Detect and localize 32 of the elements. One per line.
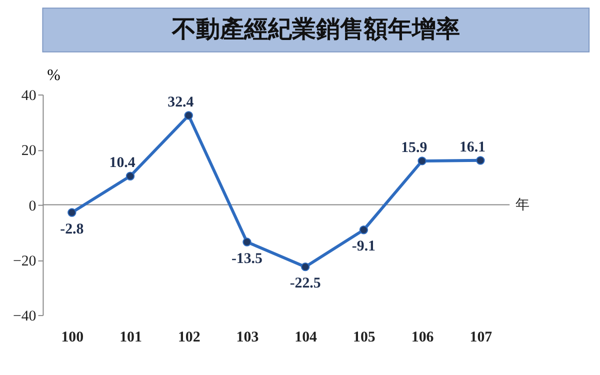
data-label: 16.1 bbox=[459, 139, 486, 156]
data-label: 32.4 bbox=[168, 94, 194, 111]
point bbox=[68, 208, 76, 217]
point bbox=[184, 111, 193, 120]
point bbox=[476, 156, 485, 165]
x-tick-label: 105 bbox=[353, 329, 376, 346]
data-label: -22.5 bbox=[290, 276, 321, 292]
y-tick-label: −40 bbox=[12, 308, 36, 325]
data-label: -9.1 bbox=[352, 238, 376, 255]
x-tick-label: 106 bbox=[411, 329, 434, 346]
y-tick-label: −20 bbox=[12, 253, 36, 270]
x-axis-title: 年 bbox=[516, 196, 530, 212]
point bbox=[300, 262, 310, 272]
x-tick-label: 102 bbox=[178, 329, 200, 346]
x-tick-label: 107 bbox=[470, 329, 493, 346]
data-label: -2.8 bbox=[60, 221, 84, 238]
x-tick-label: 103 bbox=[236, 329, 259, 346]
data-label: 15.9 bbox=[401, 140, 428, 156]
data-label: 10.4 bbox=[109, 155, 136, 172]
point bbox=[359, 226, 368, 234]
y-tick-label: 40 bbox=[21, 88, 36, 104]
point bbox=[418, 156, 426, 166]
point bbox=[242, 238, 252, 246]
chart-title: 不動產經紀業銷售額年增率 bbox=[170, 16, 460, 43]
y-tick-label: 0 bbox=[28, 198, 36, 214]
x-tick-label: 104 bbox=[294, 329, 318, 346]
y-tick-label: 20 bbox=[21, 143, 36, 160]
y-axis-title: % bbox=[47, 67, 60, 84]
x-tick-label: 101 bbox=[120, 329, 142, 346]
point bbox=[126, 172, 135, 180]
x-tick-label: 100 bbox=[61, 329, 84, 346]
data-label: -13.5 bbox=[231, 250, 262, 267]
